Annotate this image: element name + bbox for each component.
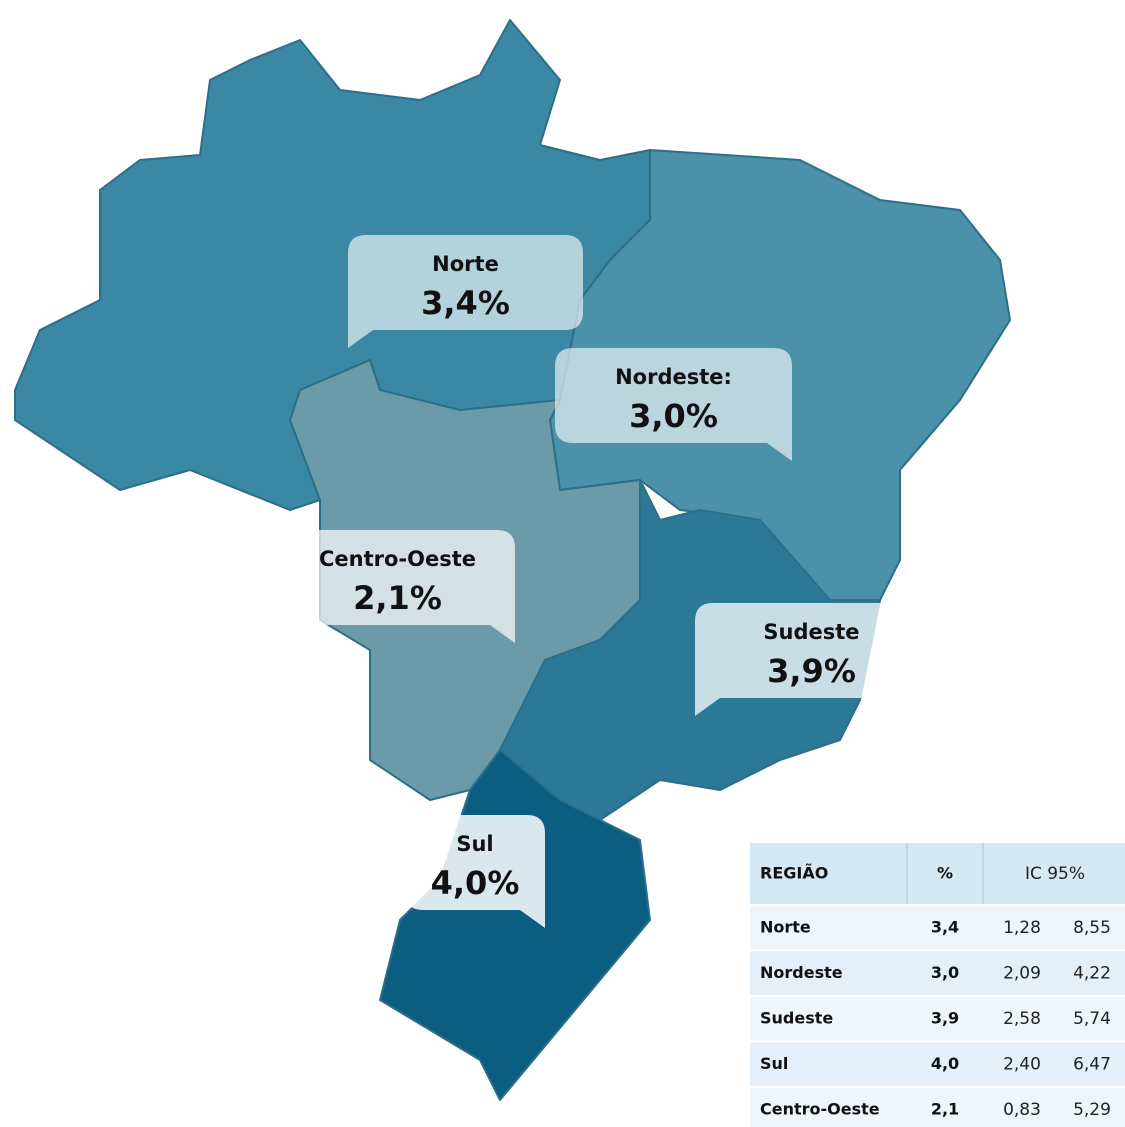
table-cell: 5,74 [1073,1009,1111,1029]
table-cell: Sul [760,1054,788,1073]
table-cell: Nordeste [760,963,843,982]
table-row-bg [750,996,1125,1042]
callout-label: Sudeste [763,620,859,644]
region-sudeste [499,479,881,821]
callout-box [555,348,792,461]
callout-label: Nordeste: [615,365,732,389]
header-cell: IC 95% [1025,864,1085,884]
callout-box [695,603,928,716]
table-cell: 2,58 [1003,1009,1041,1029]
table-cell: 2,09 [1003,963,1041,983]
table-cell: 0,83 [1003,1100,1041,1120]
table-row-bg [750,1087,1125,1127]
table-cell: 8,55 [1073,918,1111,938]
table-cell: 6,47 [1073,1054,1111,1074]
callout-label: Centro-Oeste [319,547,476,571]
callout-value: 4,0% [431,864,520,902]
table-cell: 5,29 [1073,1100,1111,1120]
table-cell: Centro-Oeste [760,1099,880,1118]
table-cell: 3,0 [931,963,959,982]
header-cell: REGIÃO [760,864,828,883]
callout-value: 3,9% [767,652,856,690]
header-cell: % [937,864,953,883]
callout-value: 2,1% [353,579,442,617]
table-cell: Sudeste [760,1008,833,1027]
table-cell: 4,22 [1073,963,1111,983]
callout-box [405,815,545,928]
callout-box [280,530,515,643]
table-cell: 3,9 [931,1008,959,1027]
table-cell: 4,0 [931,1054,959,1073]
table-cell: 3,4 [931,917,959,936]
table-row-bg [750,905,1125,951]
table-row-bg [750,1041,1125,1087]
table-cell: 1,28 [1003,918,1041,938]
table-cell: 2,1 [931,1099,959,1118]
callouts: Norte 3,4% Nordeste: 3,0% Centro-Oeste 2,1% Su… [280,235,928,928]
callout-box [348,235,583,348]
callout-label: Sul [456,832,493,856]
table-row-bg [750,950,1125,996]
callout-value: 3,0% [629,397,718,435]
callout-label: Norte [432,252,499,276]
table: REGIÃO% IC 95% Norte 3,4 1,28 8,55 Nordeste 3,0… [750,843,1125,1127]
table-header-bg [750,843,1125,905]
table-cell: 2,40 [1003,1054,1041,1074]
table-cell: Norte [760,917,811,936]
callout-value: 3,4% [421,284,510,322]
